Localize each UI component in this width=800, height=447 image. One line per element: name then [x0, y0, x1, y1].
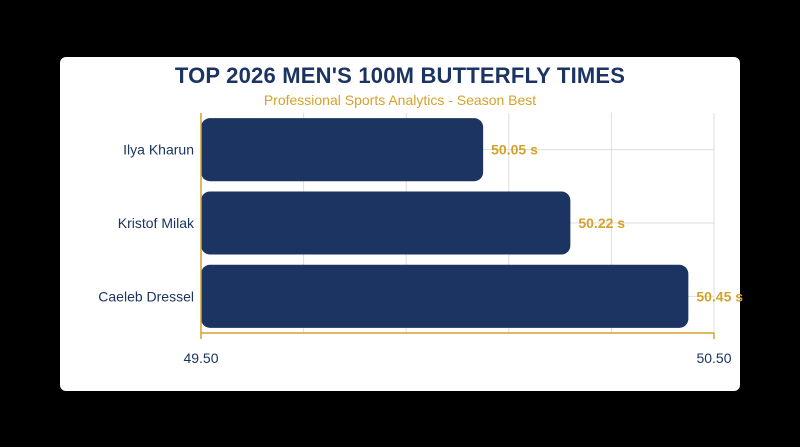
category-label: Ilya Kharun: [123, 142, 194, 158]
bars: [201, 118, 689, 328]
category-label: Kristof Milak: [118, 215, 195, 231]
data-label: 50.45 s: [696, 288, 743, 304]
category-label: Caeleb Dressel: [98, 288, 194, 304]
bar: [201, 191, 571, 255]
x-tick-label: 49.50: [183, 350, 218, 366]
bar: [201, 118, 484, 182]
axes: [200, 113, 715, 339]
data-label: 50.05 s: [491, 142, 538, 158]
chart-title: TOP 2026 MEN'S 100M BUTTERFLY TIMES: [174, 63, 626, 88]
chart-subtitle: Professional Sports Analytics - Season B…: [263, 92, 537, 108]
bar: [201, 264, 689, 328]
labels: Ilya Kharun 50.05 s Kristof Milak 50.22 s Ca…: [98, 142, 743, 366]
x-tick-label: 50.50: [696, 350, 731, 366]
data-label: 50.22 s: [578, 215, 625, 231]
